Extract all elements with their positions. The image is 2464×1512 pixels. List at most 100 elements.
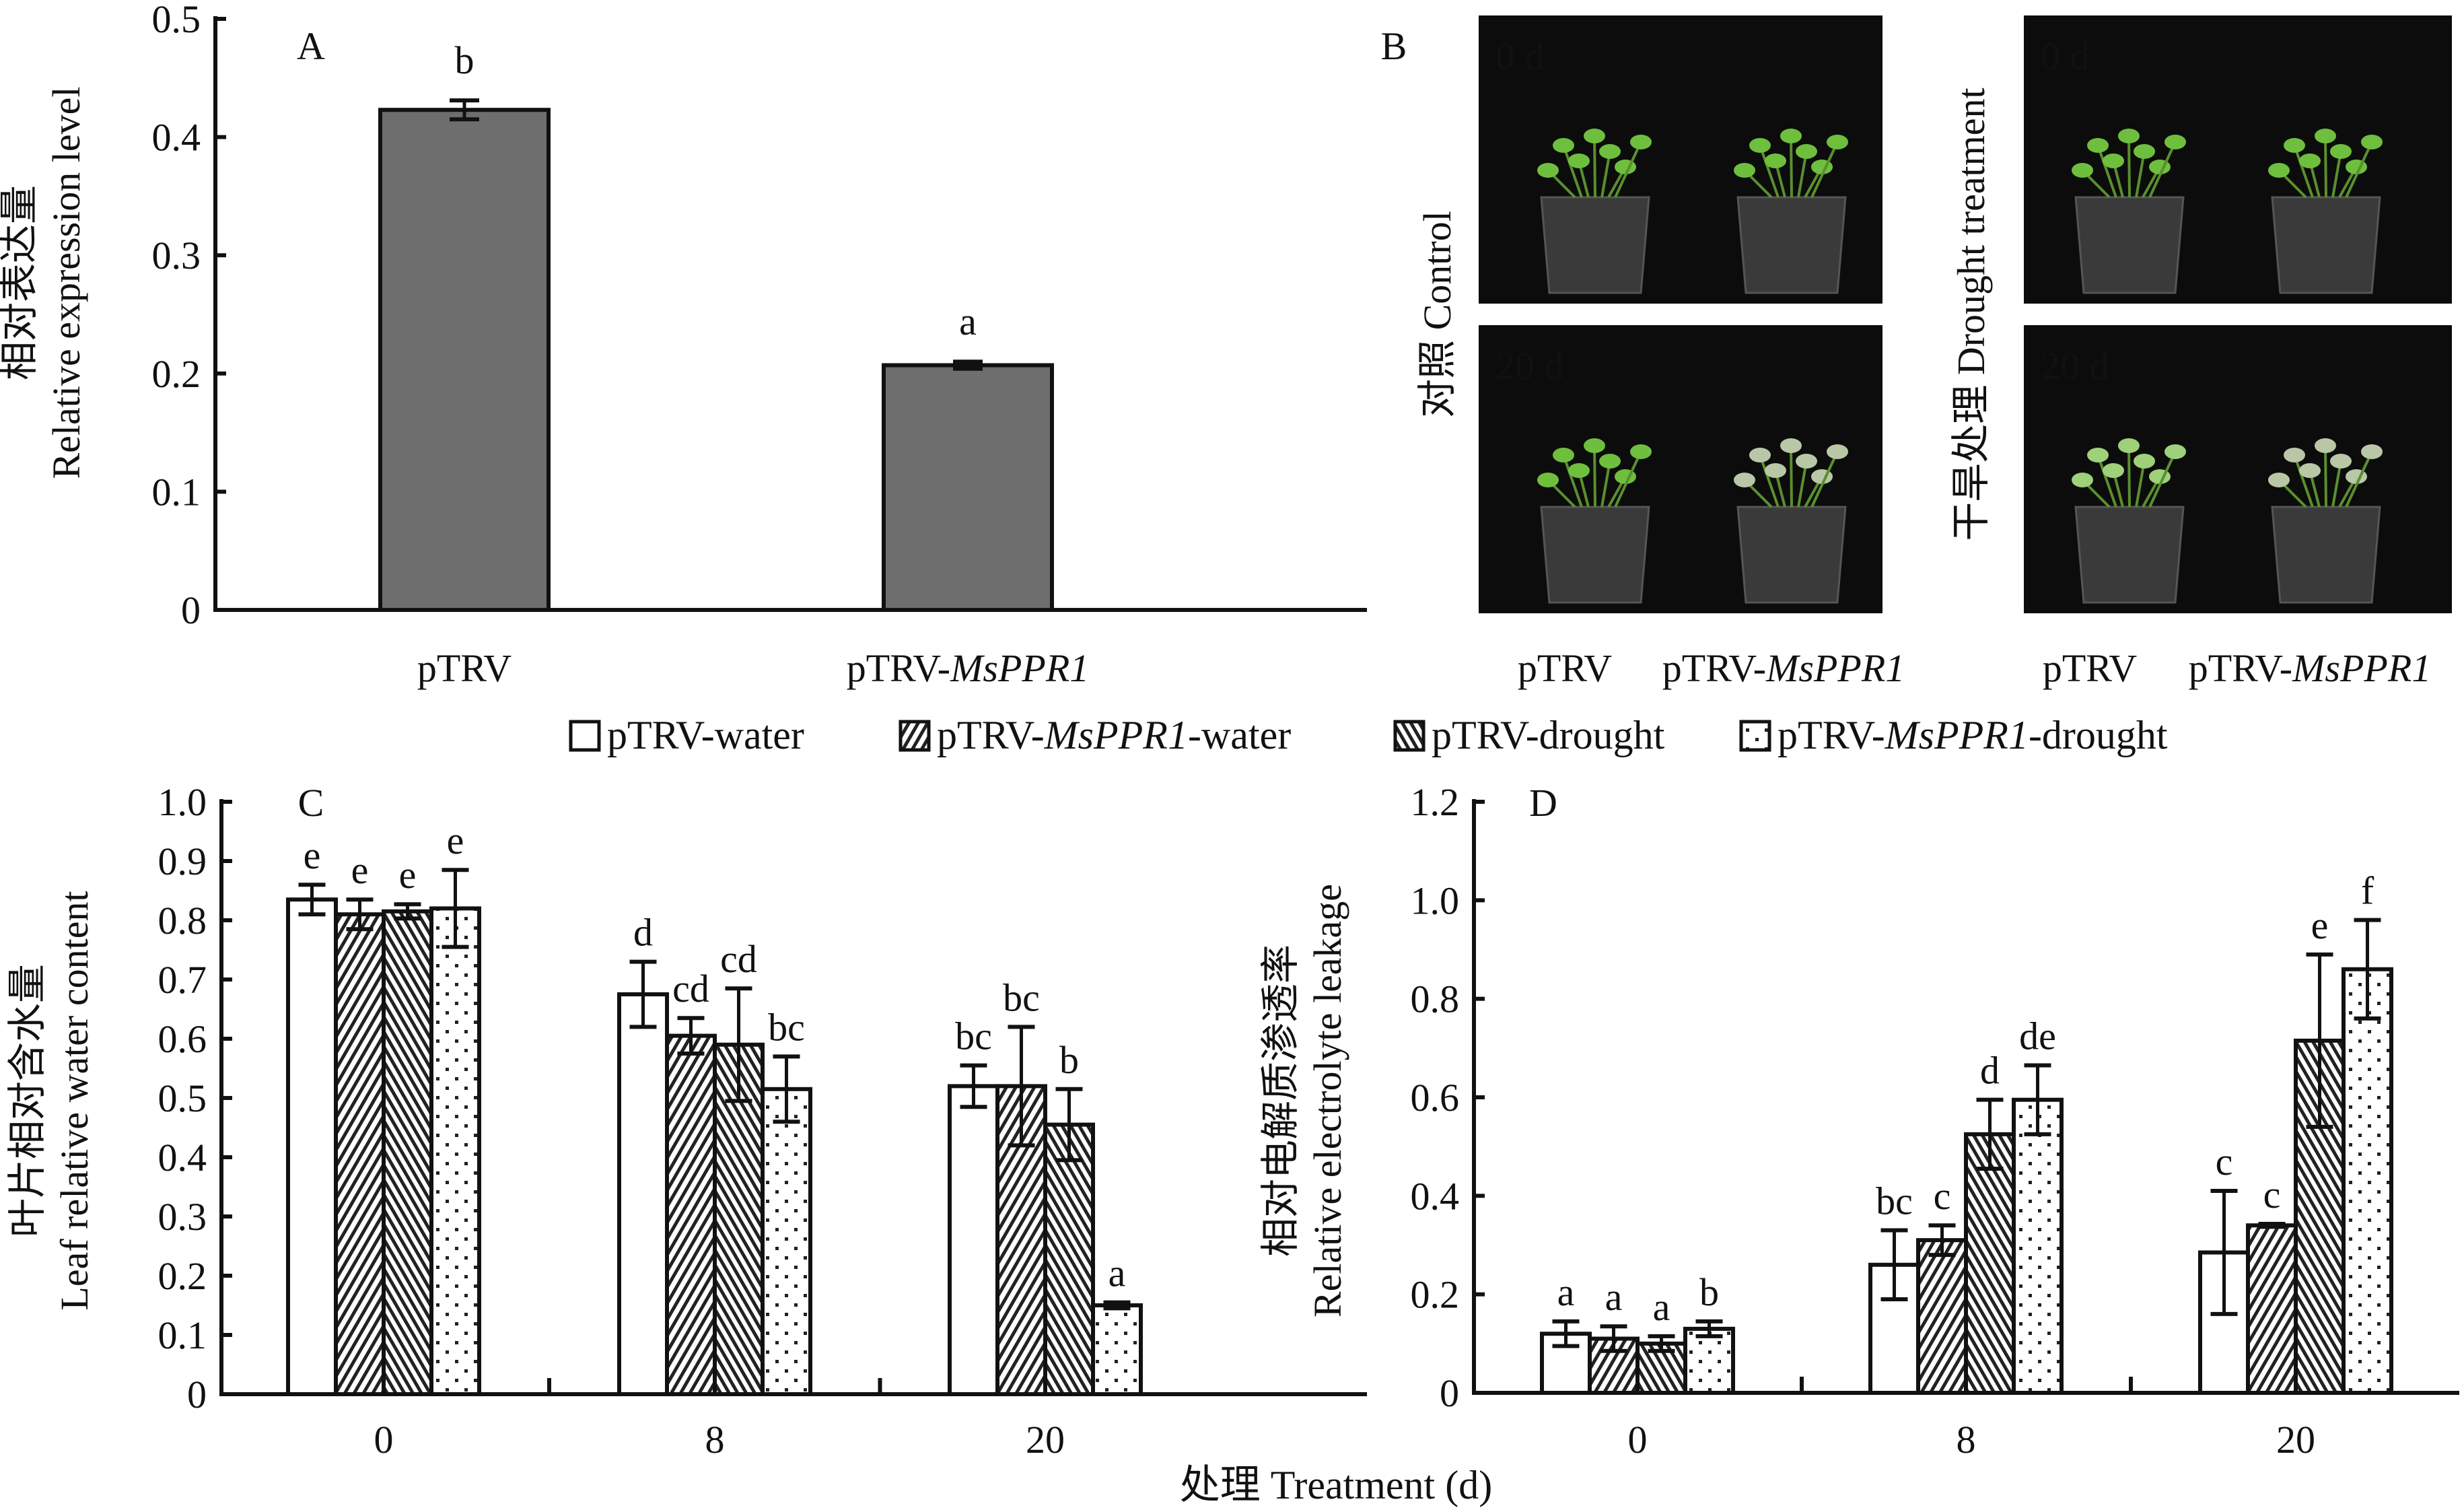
bar [761, 1087, 812, 1397]
significance-letter: cd [720, 937, 757, 981]
y-tick-label: 0.4 [158, 1136, 207, 1179]
plant-leaf [2118, 438, 2140, 453]
photo-column-label-italic: MsPPR1 [2292, 646, 2431, 690]
x-axis-title: 处理 Treatment (d) [1180, 1463, 1492, 1507]
photo-column-label-prefix: pTRV- [2189, 646, 2292, 690]
pot [2271, 196, 2381, 294]
plant-leaf [2315, 129, 2336, 143]
significance-letter: a [1108, 1251, 1126, 1295]
y-tick-label: 0.2 [1411, 1273, 1460, 1317]
time-label: 20 d [1495, 344, 1564, 388]
significance-letter: a [1605, 1275, 1623, 1319]
plant-stem [1614, 451, 1642, 508]
y-tick-label: 0.4 [152, 116, 201, 160]
plant-leaf [2268, 473, 2290, 487]
plant-leaf [1734, 473, 1755, 487]
bar [382, 909, 433, 1397]
bar [665, 1033, 717, 1396]
y-tick-label: 0.1 [158, 1313, 207, 1357]
x-tick-label: 20 [1026, 1418, 1065, 1462]
plant-leaf [1599, 454, 1621, 469]
plant-leaf [2315, 438, 2336, 453]
panel-letter: C [298, 781, 324, 825]
bar [2198, 1250, 2250, 1395]
legend-label: pTRV-drought [1432, 713, 1665, 757]
y-tick-label: 0.9 [158, 839, 207, 883]
plant-stem [2324, 135, 2327, 198]
bar [1683, 1326, 1735, 1395]
legend-label-prefix: pTRV- [937, 713, 1045, 757]
plant-stem [1797, 460, 1808, 508]
panel-letter: A [297, 24, 325, 68]
photo-column-label-prefix: pTRV- [1662, 646, 1766, 690]
pot [2074, 506, 2185, 604]
plant-leaf [2330, 144, 2352, 159]
plant-stem [2097, 454, 2117, 508]
significance-letter: e [399, 853, 417, 897]
pot [1736, 196, 1847, 294]
bar [1043, 1122, 1095, 1396]
bar [2342, 967, 2393, 1396]
photo-column-label-italic: MsPPR1 [1765, 646, 1905, 690]
significance-letter: a [1557, 1270, 1575, 1314]
plant-leaf [1537, 473, 1559, 487]
x-tick-label: 0 [374, 1418, 394, 1462]
plant-leaf [2118, 129, 2140, 143]
y-tick-label: 0.6 [158, 1017, 207, 1061]
time-label: 0 d [2041, 34, 2090, 78]
significance-letter: bc [1003, 975, 1040, 1019]
legend-label: pTRV-MsPPR1-water [937, 713, 1291, 757]
photo-column-label-prefix: pTRV [2043, 646, 2137, 690]
y-tick-label: 0.6 [1411, 1076, 1460, 1120]
time-label: 0 d [1495, 34, 1545, 78]
plant-leaf [2284, 138, 2305, 153]
plant-leaf [1599, 144, 1621, 159]
bar [1964, 1132, 2016, 1395]
plant-stem [1790, 445, 1793, 508]
significance-letter: a [959, 300, 977, 343]
plant-stem [2148, 451, 2177, 508]
pot [2271, 506, 2381, 604]
plant-leaf [1553, 138, 1574, 153]
photo-column-label-prefix: pTRV [1518, 646, 1612, 690]
plant-stem [1810, 141, 1839, 198]
significance-letter: bc [955, 1015, 992, 1058]
legend-label-prefix: pTRV-drought [1432, 713, 1665, 757]
x-tick-label: 8 [1957, 1418, 1976, 1462]
plant-stem [1562, 454, 1583, 508]
legend-label-prefix: pTRV-water [607, 713, 804, 757]
plant-stem [2135, 460, 2146, 508]
panel-letter: B [1381, 24, 1407, 68]
plant-leaf [1749, 448, 1771, 462]
x-category-label-italic: MsPPR1 [950, 646, 1089, 690]
bar [882, 363, 1054, 612]
plant-leaf [2134, 144, 2155, 159]
plant-stem [2331, 151, 2342, 198]
plant-leaf [2164, 444, 2186, 459]
legend-label-prefix: pTRV- [1777, 713, 1885, 757]
plant-stem [2293, 145, 2314, 198]
x-category-label-prefix: pTRV- [847, 646, 950, 690]
photo-column-label: pTRV [1518, 646, 1612, 690]
plant-leaf [2299, 463, 2321, 478]
plant-leaf [1796, 144, 1817, 159]
plant-leaf [2134, 454, 2155, 469]
plant-leaf [2103, 463, 2124, 478]
plant-leaf [1796, 454, 1817, 469]
y-axis-label-cn: 相对表达量 [0, 185, 41, 380]
y-axis-label-en: Relative expression level [44, 86, 88, 479]
significance-letter: f [2361, 869, 2374, 913]
legend-label: pTRV-water [607, 713, 804, 757]
plant-stem [2345, 141, 2373, 198]
plant-stem [1593, 445, 1596, 508]
x-tick-label: 8 [705, 1418, 725, 1462]
plant-stem [1600, 460, 1611, 508]
photo-column-label: pTRV-MsPPR1 [1662, 646, 1905, 690]
y-axis-label-en: Relative electrolyte leakage [1306, 884, 1349, 1317]
y-tick-label: 0 [1440, 1371, 1459, 1415]
significance-letter: e [351, 848, 369, 892]
photo-column-label: pTRV-MsPPR1 [2189, 646, 2432, 690]
plant-leaf [1749, 138, 1771, 153]
plant-stem [1593, 135, 1596, 198]
